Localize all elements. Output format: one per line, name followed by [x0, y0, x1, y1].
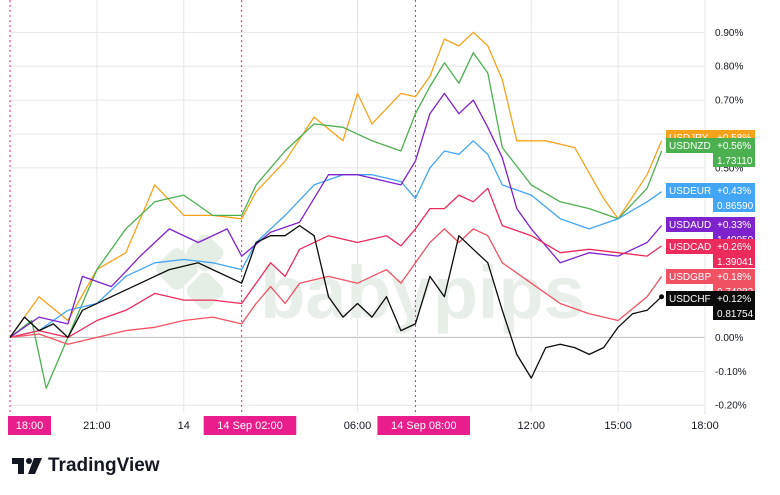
y-tick-label: 0.80%	[715, 62, 743, 73]
watermark: babypips	[156, 234, 585, 334]
x-tick-label: 06:00	[344, 420, 372, 432]
y-tick-label: -0.20%	[715, 401, 747, 412]
series-change: +0.18%	[717, 272, 751, 283]
series-symbol: USDCAD	[669, 242, 711, 253]
series-line-usdeur	[9, 140, 662, 339]
series-symbol: USDAUD	[669, 220, 711, 231]
session-marker-label: 14 Sep 08:00	[391, 420, 456, 432]
series-symbol: USDGBP	[669, 272, 712, 283]
series-label-usdchf: USDCHF +0.12% 0.81754	[666, 291, 755, 320]
series-line-usdnzd	[9, 52, 663, 389]
session-marker-box	[377, 416, 471, 435]
session-marker-box	[8, 416, 51, 435]
tradingview-mark-icon	[12, 458, 42, 474]
series-price-labels: USDJPY+0.58%1.73110USDNZD+0.56%1.73110US…	[666, 130, 755, 320]
x-tick-label: 14	[178, 420, 190, 432]
session-marker-box	[203, 416, 297, 435]
x-tick-label: 21:00	[83, 420, 111, 432]
y-tick-label: 0.00%	[715, 333, 743, 344]
session-marker-label: 14 Sep 02:00	[217, 420, 282, 432]
series-change: +0.43%	[717, 186, 751, 197]
series-line-usdcad	[9, 187, 662, 339]
series-change-box	[713, 183, 755, 198]
x-tick-label: 18:00	[691, 420, 719, 432]
series-symbol: USDCHF	[669, 294, 711, 305]
x-axis: 21:00 14 06:00 12:00 15:00 18:00 18:00 14 Sep 0…	[8, 416, 719, 435]
gridlines	[10, 0, 706, 414]
series-change-box	[713, 269, 755, 284]
series-end-dot	[659, 294, 665, 300]
series-symbol-box	[666, 291, 718, 306]
series-symbol-box	[666, 239, 718, 254]
series-line-usdjpy	[9, 31, 663, 338]
session-marker-label: 18:00	[16, 420, 44, 432]
series-price-box	[713, 306, 755, 320]
series-symbol-box	[666, 183, 718, 198]
series-change: +0.56%	[717, 141, 751, 152]
series-price: 0.86590	[717, 201, 754, 212]
series-symbol-box	[666, 217, 718, 232]
series-change-box	[713, 217, 755, 232]
series-price: 1.39041	[717, 257, 754, 268]
series-change: +0.33%	[717, 220, 751, 231]
y-tick-label: 0.90%	[715, 28, 743, 39]
series-price-box	[713, 254, 755, 268]
x-tick-label: 15:00	[604, 420, 632, 432]
series-symbol-box	[666, 269, 718, 284]
series-lines	[9, 31, 665, 389]
series-label-usdnzd: USDNZD +0.56% 1.73110	[666, 138, 755, 167]
series-line-usdaud	[9, 92, 663, 338]
y-tick-label: -0.10%	[715, 367, 747, 378]
brand-name: TradingView	[48, 455, 160, 476]
series-symbol-box	[666, 138, 718, 153]
series-price-box	[713, 153, 755, 167]
series-price-box	[713, 198, 755, 212]
series-change: +0.26%	[717, 242, 751, 253]
session-markers	[9, 0, 416, 412]
series-label-usdcad: USDCAD +0.26% 1.39041	[666, 239, 755, 268]
series-change-box	[713, 239, 755, 254]
series-line-usdgbp	[9, 228, 663, 345]
series-symbol: USDNZD	[669, 141, 711, 152]
series-change-box	[713, 291, 755, 306]
series-line-usdchf	[9, 224, 663, 379]
tradingview-logo: TradingView	[12, 455, 160, 477]
series-price: 0.81754	[717, 309, 754, 320]
watermark-text: babypips	[260, 251, 585, 334]
series-label-usdeur: USDEUR +0.43% 0.86590	[666, 183, 755, 212]
series-price: 1.73110	[717, 156, 753, 167]
x-tick-label: 12:00	[517, 420, 545, 432]
series-symbol: USDEUR	[669, 186, 711, 197]
series-change: +0.12%	[717, 294, 751, 305]
y-tick-label: 0.50%	[715, 163, 743, 174]
y-tick-label: 0.70%	[715, 96, 743, 107]
series-change-box	[713, 138, 755, 153]
